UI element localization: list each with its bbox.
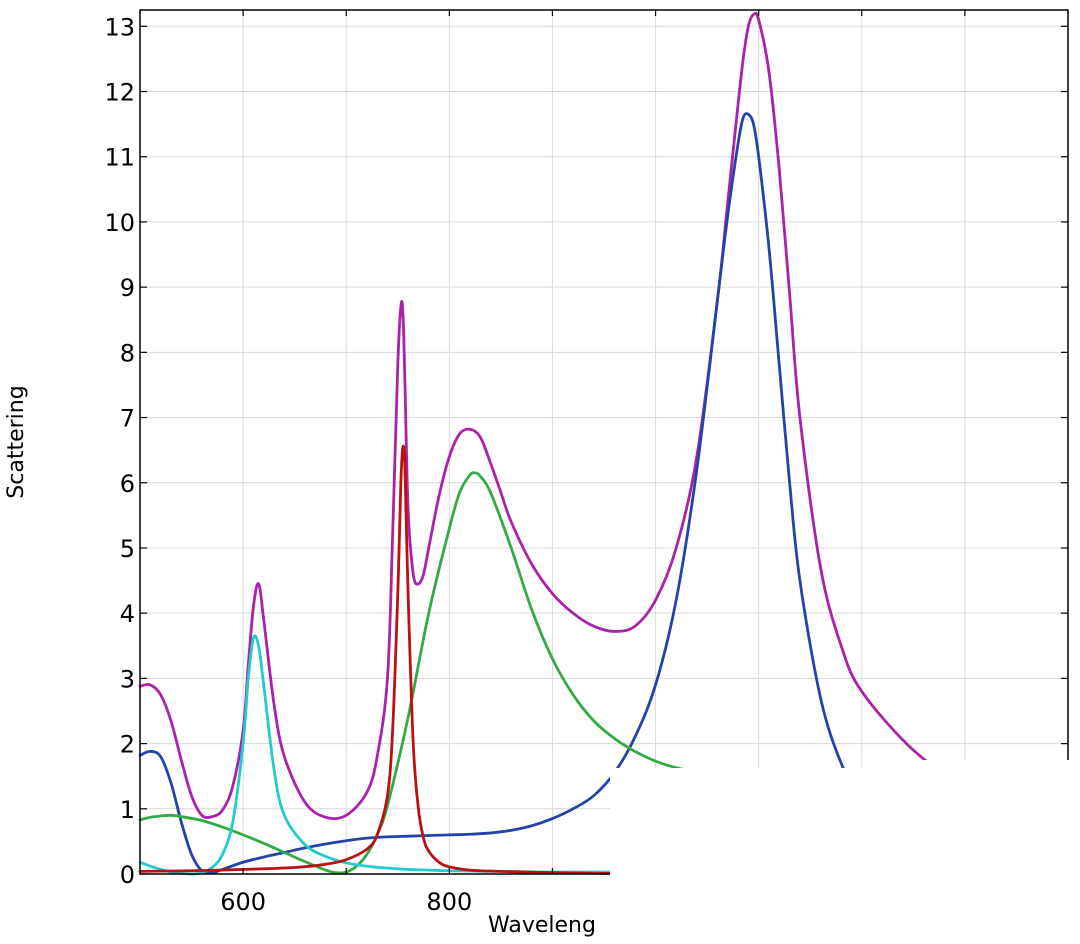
y-tick-label: 8: [120, 339, 135, 367]
series-line-1: [138, 11, 1018, 821]
y-tick-label: 11: [104, 144, 135, 172]
series-line-4: [138, 634, 657, 876]
y-tick-label: 6: [120, 470, 135, 498]
x-axis-label: Waveleng: [488, 913, 596, 938]
y-tick-label: 13: [104, 13, 135, 41]
y-tick-label: 4: [120, 600, 135, 628]
y-tick-label: 12: [104, 79, 135, 107]
ticks: [140, 10, 1068, 875]
y-tick-label: 7: [120, 405, 135, 433]
y-tick-label: 10: [104, 209, 135, 237]
y-tick-label: 5: [120, 535, 135, 563]
grid: [140, 10, 1068, 874]
series-line-2: [138, 112, 1018, 875]
y-tick-label: 2: [120, 731, 135, 759]
x-tick-label: 800: [426, 888, 472, 916]
obscured-region-top: [915, 760, 1080, 770]
series-group: [138, 11, 1018, 876]
plot-frame: [139, 9, 1069, 875]
y-tick-label: 1: [120, 796, 135, 824]
y-axis-label: Scattering: [4, 385, 29, 498]
y-tick-label: 3: [120, 665, 135, 693]
y-tick-label: 0: [120, 861, 135, 889]
obscured-region: [610, 768, 1080, 944]
y-tick-label: 9: [120, 274, 135, 302]
x-tick-label: 600: [220, 888, 266, 916]
series-line-5: [138, 444, 657, 875]
